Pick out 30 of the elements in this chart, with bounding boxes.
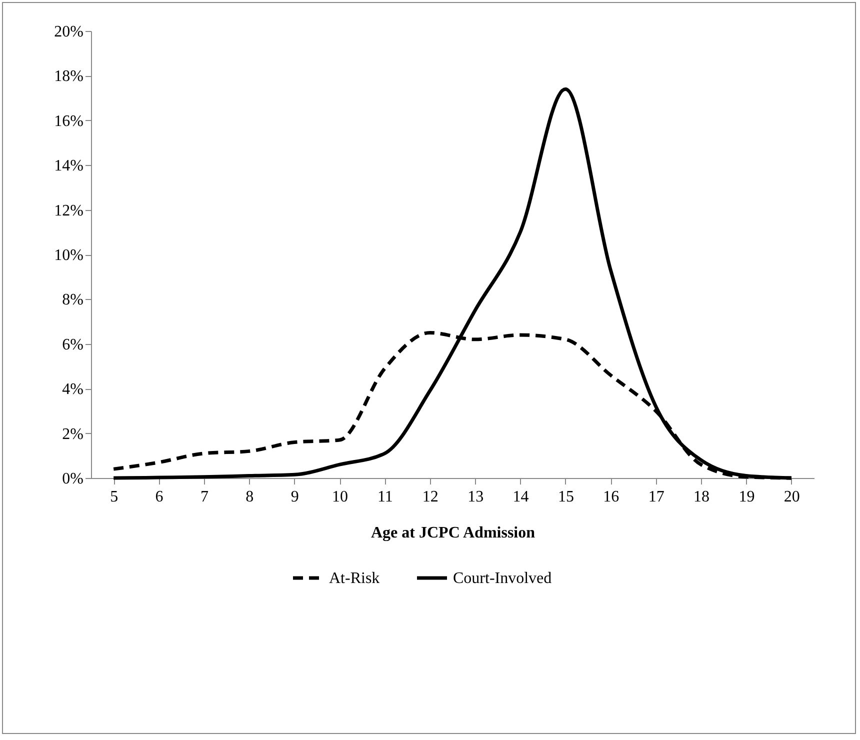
x-tick-label: 14 [512,488,529,506]
x-tick-label: 6 [155,488,164,506]
x-tick-label: 13 [468,488,484,506]
x-tick-label: 11 [378,488,393,506]
x-tick-label: 15 [558,488,574,506]
legend-label: Court-Involved [453,570,552,587]
x-tick-label: 16 [603,488,620,506]
legend-label: At-Risk [329,570,380,587]
x-tick-label: 10 [332,488,348,506]
y-tick-label: 14% [54,158,84,175]
x-tick-label: 20 [784,488,800,506]
y-tick-label: 10% [54,247,84,264]
x-tick-label: 7 [200,488,208,506]
x-tick-label: 9 [290,488,299,506]
x-tick-label: 5 [110,488,118,506]
y-tick-label: 6% [62,336,84,354]
y-tick-label: 2% [62,426,84,443]
x-tick-label: 17 [648,488,664,506]
y-tick-label: 18% [54,68,84,86]
y-tick-label: 0% [62,470,84,488]
x-axis-title: Age at JCPC Admission [370,524,536,542]
x-tick-label: 8 [246,488,254,506]
x-tick-label: 19 [738,488,755,506]
y-tick-label: 20% [54,24,84,40]
x-tick-label: 18 [694,488,710,506]
y-tick-label: 8% [62,292,84,309]
y-tick-label: 12% [54,202,84,220]
x-tick-label: 12 [422,488,438,506]
y-tick-label: 16% [54,112,84,130]
y-tick-label: 4% [62,381,84,398]
